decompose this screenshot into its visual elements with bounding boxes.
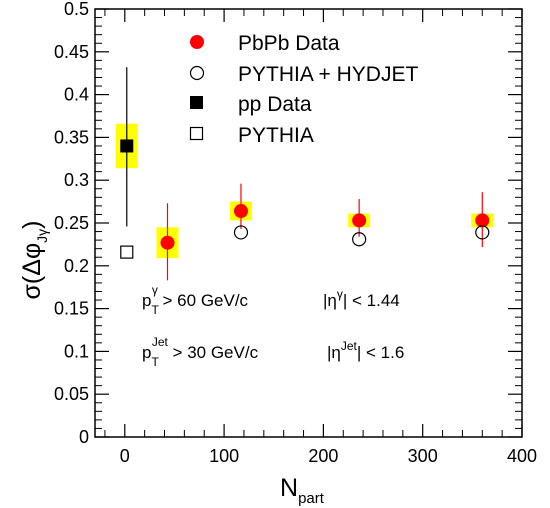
y-tick-label: 0.3: [64, 170, 89, 190]
annotation-1-sub: T: [151, 303, 159, 317]
legend-marker-filled-square: [190, 96, 203, 109]
x-axis-label-sub: part: [298, 490, 325, 507]
legend-marker-filled-circle: [190, 35, 204, 49]
point-pbpb-data: [475, 213, 490, 228]
point-pbpb-data: [233, 204, 248, 219]
y-axis-label-sub: Jγ: [34, 229, 50, 243]
axis-ticks: [95, 8, 523, 438]
legend: PbPb Data PYTHIA + HYDJET pp Data PYTHIA: [189, 32, 418, 147]
y-tick-label: 0.25: [54, 213, 89, 233]
annotation-2-prefix: p: [142, 343, 151, 362]
x-tick-label: 100: [209, 446, 239, 466]
legend-label-pp: pp Data: [238, 93, 312, 116]
y-tick-label: 0.35: [54, 127, 89, 147]
annotation-1-sup: γ: [152, 283, 158, 297]
y-axis-label-close: ): [18, 221, 46, 229]
y-tick-label: 0.15: [54, 299, 89, 319]
x-tick-label: 300: [408, 446, 438, 466]
annotation-2-eta: |η: [327, 343, 341, 362]
annotation-2-sup: Jet: [152, 335, 169, 349]
y-tick-label: 0.5: [64, 0, 89, 19]
point-pbpb-data: [160, 235, 175, 250]
point-pythia: [120, 245, 134, 259]
y-axis-label: σ(Δφ: [18, 243, 46, 300]
annotation-1-eta-text: | < 1.44: [343, 291, 400, 310]
y-tick-label: 0.4: [64, 85, 89, 105]
legend-label-pythia: PYTHIA: [238, 124, 314, 147]
svg-text:pTγ > 60 GeV/c: pTγ > 60 GeV/c: [142, 283, 249, 317]
svg-text:pTJet > 30 GeV/c: pT Jet > 30 GeV/c: [142, 335, 259, 369]
point-pythia-hydjet: [233, 225, 249, 240]
svg-text:|ηJet| < 1.6: |ηJet| < 1.6: [327, 339, 404, 362]
annotation-1-eta: |η: [323, 291, 337, 310]
y-tick-label: 0: [79, 427, 89, 447]
annotation-2-eta-text: | < 1.6: [357, 343, 404, 362]
x-axis-label: N: [280, 474, 298, 502]
annotation-1-prefix: p: [142, 291, 151, 310]
kinematic-cuts-line-1: pTγ > 60 GeV/c |ηγ| < 1.44: [142, 283, 400, 317]
y-tick-label: 0.1: [64, 341, 89, 361]
point-pp-data: [120, 139, 134, 153]
svg-text:σ(ΔφJγ): σ(ΔφJγ): [18, 221, 50, 300]
legend-label-pythia-hydjet: PYTHIA + HYDJET: [238, 63, 418, 86]
data-markers: [120, 139, 490, 259]
annotation-2-text: > 30 GeV/c: [168, 343, 259, 362]
point-pythia-hydjet: [352, 232, 367, 247]
x-tick-label: 0: [120, 446, 130, 466]
annotation-2-sub: T: [151, 355, 159, 369]
x-tick-label: 200: [308, 446, 338, 466]
point-pbpb-data: [352, 213, 367, 228]
x-axis-title: Npart: [280, 474, 325, 507]
annotation-2-eta-sup: Jet: [341, 339, 358, 353]
y-tick-label: 0.45: [54, 42, 89, 62]
y-tick-label: 0.05: [54, 384, 89, 404]
axis-tick-labels: 0 0.05 0.1 0.15 0.2 0.25 0.3 0.35 0.4 0.45 0.5 0 100…: [54, 0, 537, 466]
annotation-1-text: > 60 GeV/c: [158, 291, 249, 310]
point-pythia-hydjet: [475, 225, 490, 240]
legend-marker-open-square: [189, 126, 204, 141]
y-tick-label: 0.2: [64, 256, 89, 276]
kinematic-cuts-line-2: pTJet > 30 GeV/c |ηJet| < 1.6: [142, 335, 404, 369]
annotation-1-eta-sup: γ: [337, 287, 343, 301]
y-axis-title: σ(ΔφJγ): [18, 221, 50, 300]
x-tick-label: 400: [507, 446, 537, 466]
svg-text:|ηγ| < 1.44: |ηγ| < 1.44: [323, 287, 400, 310]
legend-label-pbpb: PbPb Data: [238, 32, 340, 55]
legend-marker-open-circle: [189, 65, 205, 81]
